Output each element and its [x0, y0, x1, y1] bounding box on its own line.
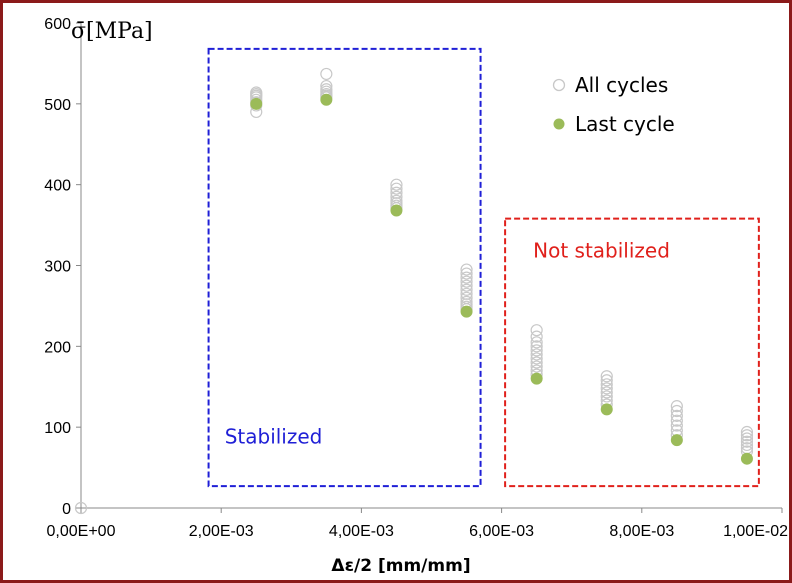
x-tick-label: 0,00E+00: [47, 523, 116, 540]
all-cycles-point: [670, 414, 683, 427]
x-tick-label: 6,00E-03: [469, 523, 534, 540]
all-cycles-point: [530, 360, 543, 373]
y-ticks: 0 100 200 300 400 500 600: [44, 16, 81, 518]
all-cycles-point: [670, 400, 683, 413]
all-cycles-point: [460, 263, 473, 276]
legend-marker-last-cycle: [553, 118, 565, 130]
all-cycles-point: [600, 386, 613, 399]
all-cycles-point: [670, 419, 683, 432]
all-cycles-point: [530, 356, 543, 369]
all-cycles-point: [740, 435, 754, 448]
last-cycle-point: [600, 403, 613, 416]
y-axis-label: σ̄[MPa]: [71, 19, 153, 44]
all-cycles-point: [460, 279, 473, 292]
all-cycles-point: [600, 374, 613, 387]
y-tick-label: 500: [44, 97, 71, 114]
last-cycle-point: [320, 93, 333, 106]
all-cycles-point: [320, 67, 333, 81]
all-cycles-point: [600, 382, 613, 395]
last-cycle-point: [740, 452, 753, 465]
last-cycle-point: [250, 97, 263, 110]
x-tick-label: 2,00E-03: [189, 523, 254, 540]
all-cycles-point: [740, 438, 754, 452]
all-cycles-point: [740, 425, 754, 439]
all-cycles-point: [530, 352, 543, 365]
all-cycles-point: [740, 429, 754, 442]
all-cycles-point: [670, 409, 683, 422]
scatter-chart: 0 100 200 300 400 500 600 0,00E+00 2,00E-03 4,00…: [44, 16, 788, 576]
legend-marker-all-cycles: [552, 78, 566, 92]
last-cycle-point: [460, 305, 473, 318]
all-cycles-point: [530, 340, 543, 353]
all-cycles-point: [460, 283, 473, 296]
all-cycles-point: [460, 271, 473, 284]
all-cycles-point: [600, 390, 613, 403]
all-cycles-point: [74, 501, 88, 515]
all-cycles-point: [530, 324, 543, 337]
all-cycles-point: [460, 267, 473, 280]
all-cycles-point: [530, 330, 543, 343]
x-tick-label: 4,00E-03: [329, 523, 394, 540]
all-cycles-point: [390, 182, 403, 195]
legend-label-all-cycles: All cycles: [575, 73, 668, 97]
y-tick-label: 200: [44, 339, 71, 356]
all-cycles-point: [600, 370, 613, 383]
all-cycles-point: [600, 378, 613, 391]
not-stabilized-label: Not stabilized: [533, 238, 670, 262]
stabilized-box: [207, 47, 482, 488]
x-tick-label: 8,00E-03: [609, 523, 674, 540]
y-tick-label: 300: [44, 259, 71, 276]
last-cycle-point: [670, 434, 683, 447]
all-cycles-point: [530, 336, 543, 349]
all-cycles-point: [670, 404, 683, 418]
legend-label-last-cycle: Last cycle: [575, 112, 675, 136]
all-cycles-point: [530, 348, 543, 361]
stabilized-label: Stabilized: [225, 424, 323, 448]
all-cycles-point: [740, 432, 754, 445]
y-tick-label: 600: [44, 16, 71, 33]
x-ticks: 0,00E+00 2,00E-03 4,00E-03 6,00E-03 8,00E-03…: [47, 508, 788, 540]
all-cycles-point: [460, 275, 473, 288]
y-tick-label: 100: [44, 420, 71, 437]
annotation-boxes: Stabilized Not stabilized: [207, 47, 760, 488]
y-tick-label: 0: [62, 501, 71, 518]
y-tick-label: 400: [44, 178, 71, 195]
last-cycle-point: [530, 372, 543, 385]
legend: All cycles Last cycle: [552, 73, 675, 136]
x-tick-label: 1,00E-02: [723, 523, 788, 540]
all-cycles-point: [390, 178, 403, 191]
x-axis-label: Δε/2 [mm/mm]: [331, 556, 470, 576]
not-stabilized-box: [504, 217, 760, 488]
all-cycles-point: [530, 344, 543, 357]
series-last-cycle: [250, 93, 753, 465]
last-cycle-point: [390, 204, 403, 217]
